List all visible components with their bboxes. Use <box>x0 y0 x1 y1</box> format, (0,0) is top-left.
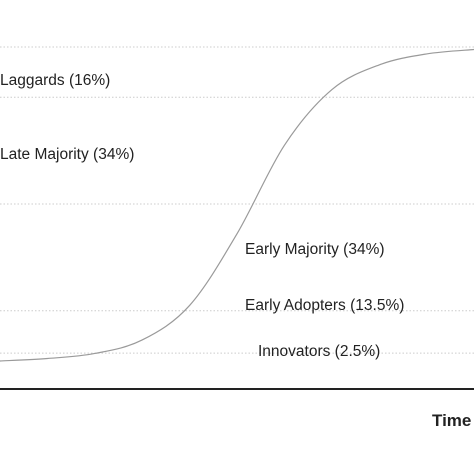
x-axis-label: Time <box>432 411 471 430</box>
annotation-late-majority: Late Majority (34%) <box>0 146 134 163</box>
annotation-innovators: Innovators (2.5%) <box>258 343 380 360</box>
annotation-laggards: Laggards (16%) <box>0 72 110 89</box>
annotation-early-adopters: Early Adopters (13.5%) <box>245 297 404 314</box>
annotation-early-majority: Early Majority (34%) <box>245 241 385 258</box>
adoption-curve-line <box>0 48 474 362</box>
